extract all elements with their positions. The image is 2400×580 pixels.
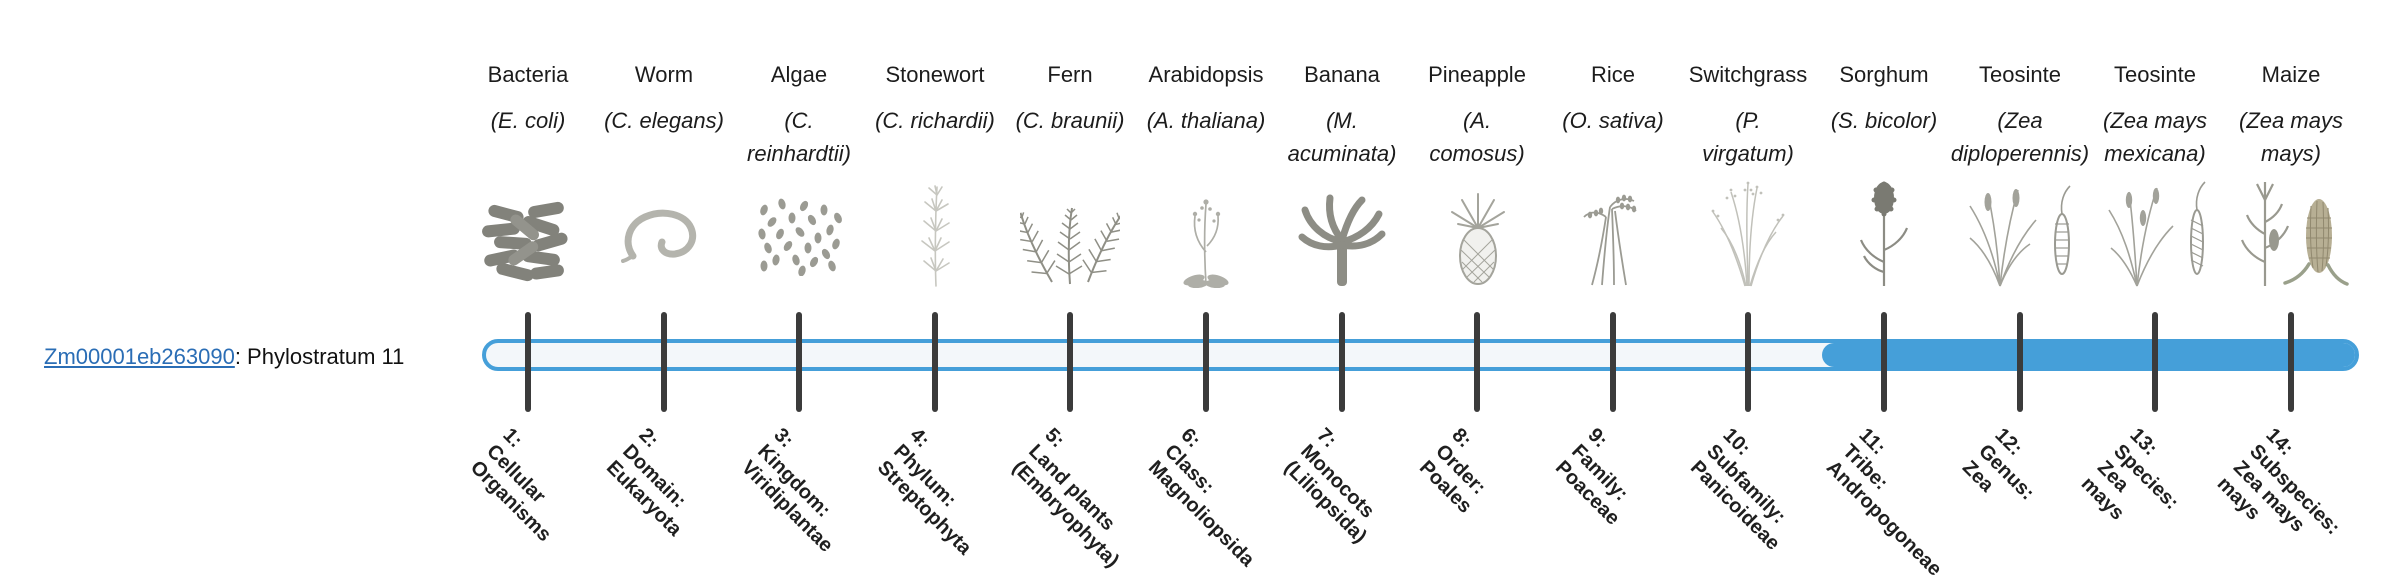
- switchgrass-icon: [1668, 168, 1828, 288]
- organism-latin-name: (A. thaliana): [1146, 108, 1266, 133]
- organism-latin-name: (S. bicolor): [1830, 108, 1938, 133]
- stratum-tick-9: [1610, 312, 1616, 412]
- stratum-label-text: 5: Land plants (Embryophyta): [1007, 424, 1124, 572]
- organism-common-name: Worm: [634, 62, 694, 87]
- pineapple-icon: [1397, 168, 1557, 288]
- organism-common-name: Banana: [1304, 62, 1380, 87]
- phylostrata-bar-fill: [1822, 343, 2355, 367]
- organism-common-name: Bacteria: [487, 62, 569, 87]
- organism-common-name: Fern: [1047, 62, 1093, 87]
- organism-latin-name: (A. comosus): [1429, 108, 1525, 166]
- stratum-label-text: 1: Cellular Organisms: [465, 424, 556, 546]
- organism-latin-name: (Zea diploperennis): [1950, 108, 2090, 166]
- sorghum-icon: [1804, 168, 1964, 288]
- stonewort-icon: [855, 168, 1015, 288]
- stratum-tick-11: [1881, 312, 1887, 412]
- organism-latin-name: (Zea mays mays): [2239, 108, 2343, 166]
- stratum-label-text: 14: Subspecies: Zea mays mays: [2212, 424, 2345, 540]
- organism-common-name: Teosinte: [1979, 62, 2061, 87]
- organism-latin-name: (Zea mays mexicana): [2103, 108, 2207, 166]
- organism-latin-name: (C. reinhardtii): [747, 108, 851, 166]
- stratum-label-text: 2: Domain: Eukaryota: [601, 424, 691, 541]
- gene-id-link[interactable]: Zm00001eb263090: [44, 344, 235, 369]
- stratum-label-text: 13: Species: Zea mays: [2076, 424, 2183, 525]
- organism-common-name: Pineapple: [1428, 62, 1526, 87]
- phylostrata-bar: [482, 339, 2359, 371]
- organism-common-name: Stonewort: [885, 62, 985, 87]
- phylostratum-text: : Phylostratum 11: [234, 344, 405, 369]
- stratum-label-text: 6: Class: Magnoliopsida: [1143, 424, 1259, 572]
- stratum-label-text: 11: Tribe: Andropogoneae: [1821, 424, 1946, 580]
- organism-common-name: Sorghum: [1839, 62, 1929, 87]
- stratum-label-text: 8: Order: Poales: [1414, 424, 1490, 518]
- organism-common-name: Algae: [770, 62, 828, 87]
- stratum-tick-1: [525, 312, 531, 412]
- organism-latin-name: (M. acuminata): [1287, 108, 1397, 166]
- organism-common-name: Teosinte: [2114, 62, 2196, 87]
- organism-common-name: Arabidopsis: [1148, 62, 1264, 87]
- stratum-label-text: 12: Genus: Zea: [1957, 424, 2039, 505]
- stratum-tick-14: [2288, 312, 2294, 412]
- stratum-label-text: 7: Monocots (Liliopsida): [1279, 424, 1379, 548]
- stratum-tick-7: [1339, 312, 1345, 412]
- stratum-tick-2: [661, 312, 667, 412]
- stratum-tick-10: [1745, 312, 1751, 412]
- organism-latin-name: (P. virgatum): [1702, 108, 1794, 166]
- organism-common-name: Rice: [1590, 62, 1635, 87]
- stratum-tick-13: [2152, 312, 2158, 412]
- stratum-label-text: 10: Subfamily: Panicoideae: [1685, 424, 1791, 555]
- rice-icon: [1533, 168, 1693, 288]
- arabidopsis-icon: [1126, 168, 1286, 288]
- organism-latin-name: (C. elegans): [604, 108, 724, 133]
- organism-latin-name: (C. braunii): [1015, 108, 1125, 133]
- banana-icon: [1262, 168, 1422, 288]
- organism-latin-name: (O. sativa): [1562, 108, 1664, 133]
- bacteria-icon: [448, 168, 608, 288]
- stratum-label-text: 3: Kingdom: Viridiplantae: [736, 424, 838, 557]
- organism-latin-name: (C. richardii): [875, 108, 995, 133]
- stratum-tick-6: [1203, 312, 1209, 412]
- teosinte-icon: [1940, 168, 2100, 288]
- organism-common-name: Switchgrass: [1688, 62, 1808, 87]
- stratum-tick-4: [932, 312, 938, 412]
- stratum-tick-3: [796, 312, 802, 412]
- organism-common-name: Maize: [2261, 62, 2321, 87]
- worm-icon: [584, 168, 744, 288]
- stratum-label-text: 9: Family: Poaceae: [1550, 424, 1633, 530]
- stratum-tick-12: [2017, 312, 2023, 412]
- organism-latin-name: (E. coli): [490, 108, 566, 133]
- gene-label: Zm00001eb263090: Phylostratum 11: [44, 344, 404, 370]
- teosinte-icon: [2075, 168, 2235, 288]
- maize-icon: [2211, 168, 2371, 288]
- algae-icon: [719, 168, 879, 288]
- stratum-tick-8: [1474, 312, 1480, 412]
- stratum-tick-5: [1067, 312, 1073, 412]
- stratum-label-text: 4: Phylum: Streptophyta: [872, 424, 976, 560]
